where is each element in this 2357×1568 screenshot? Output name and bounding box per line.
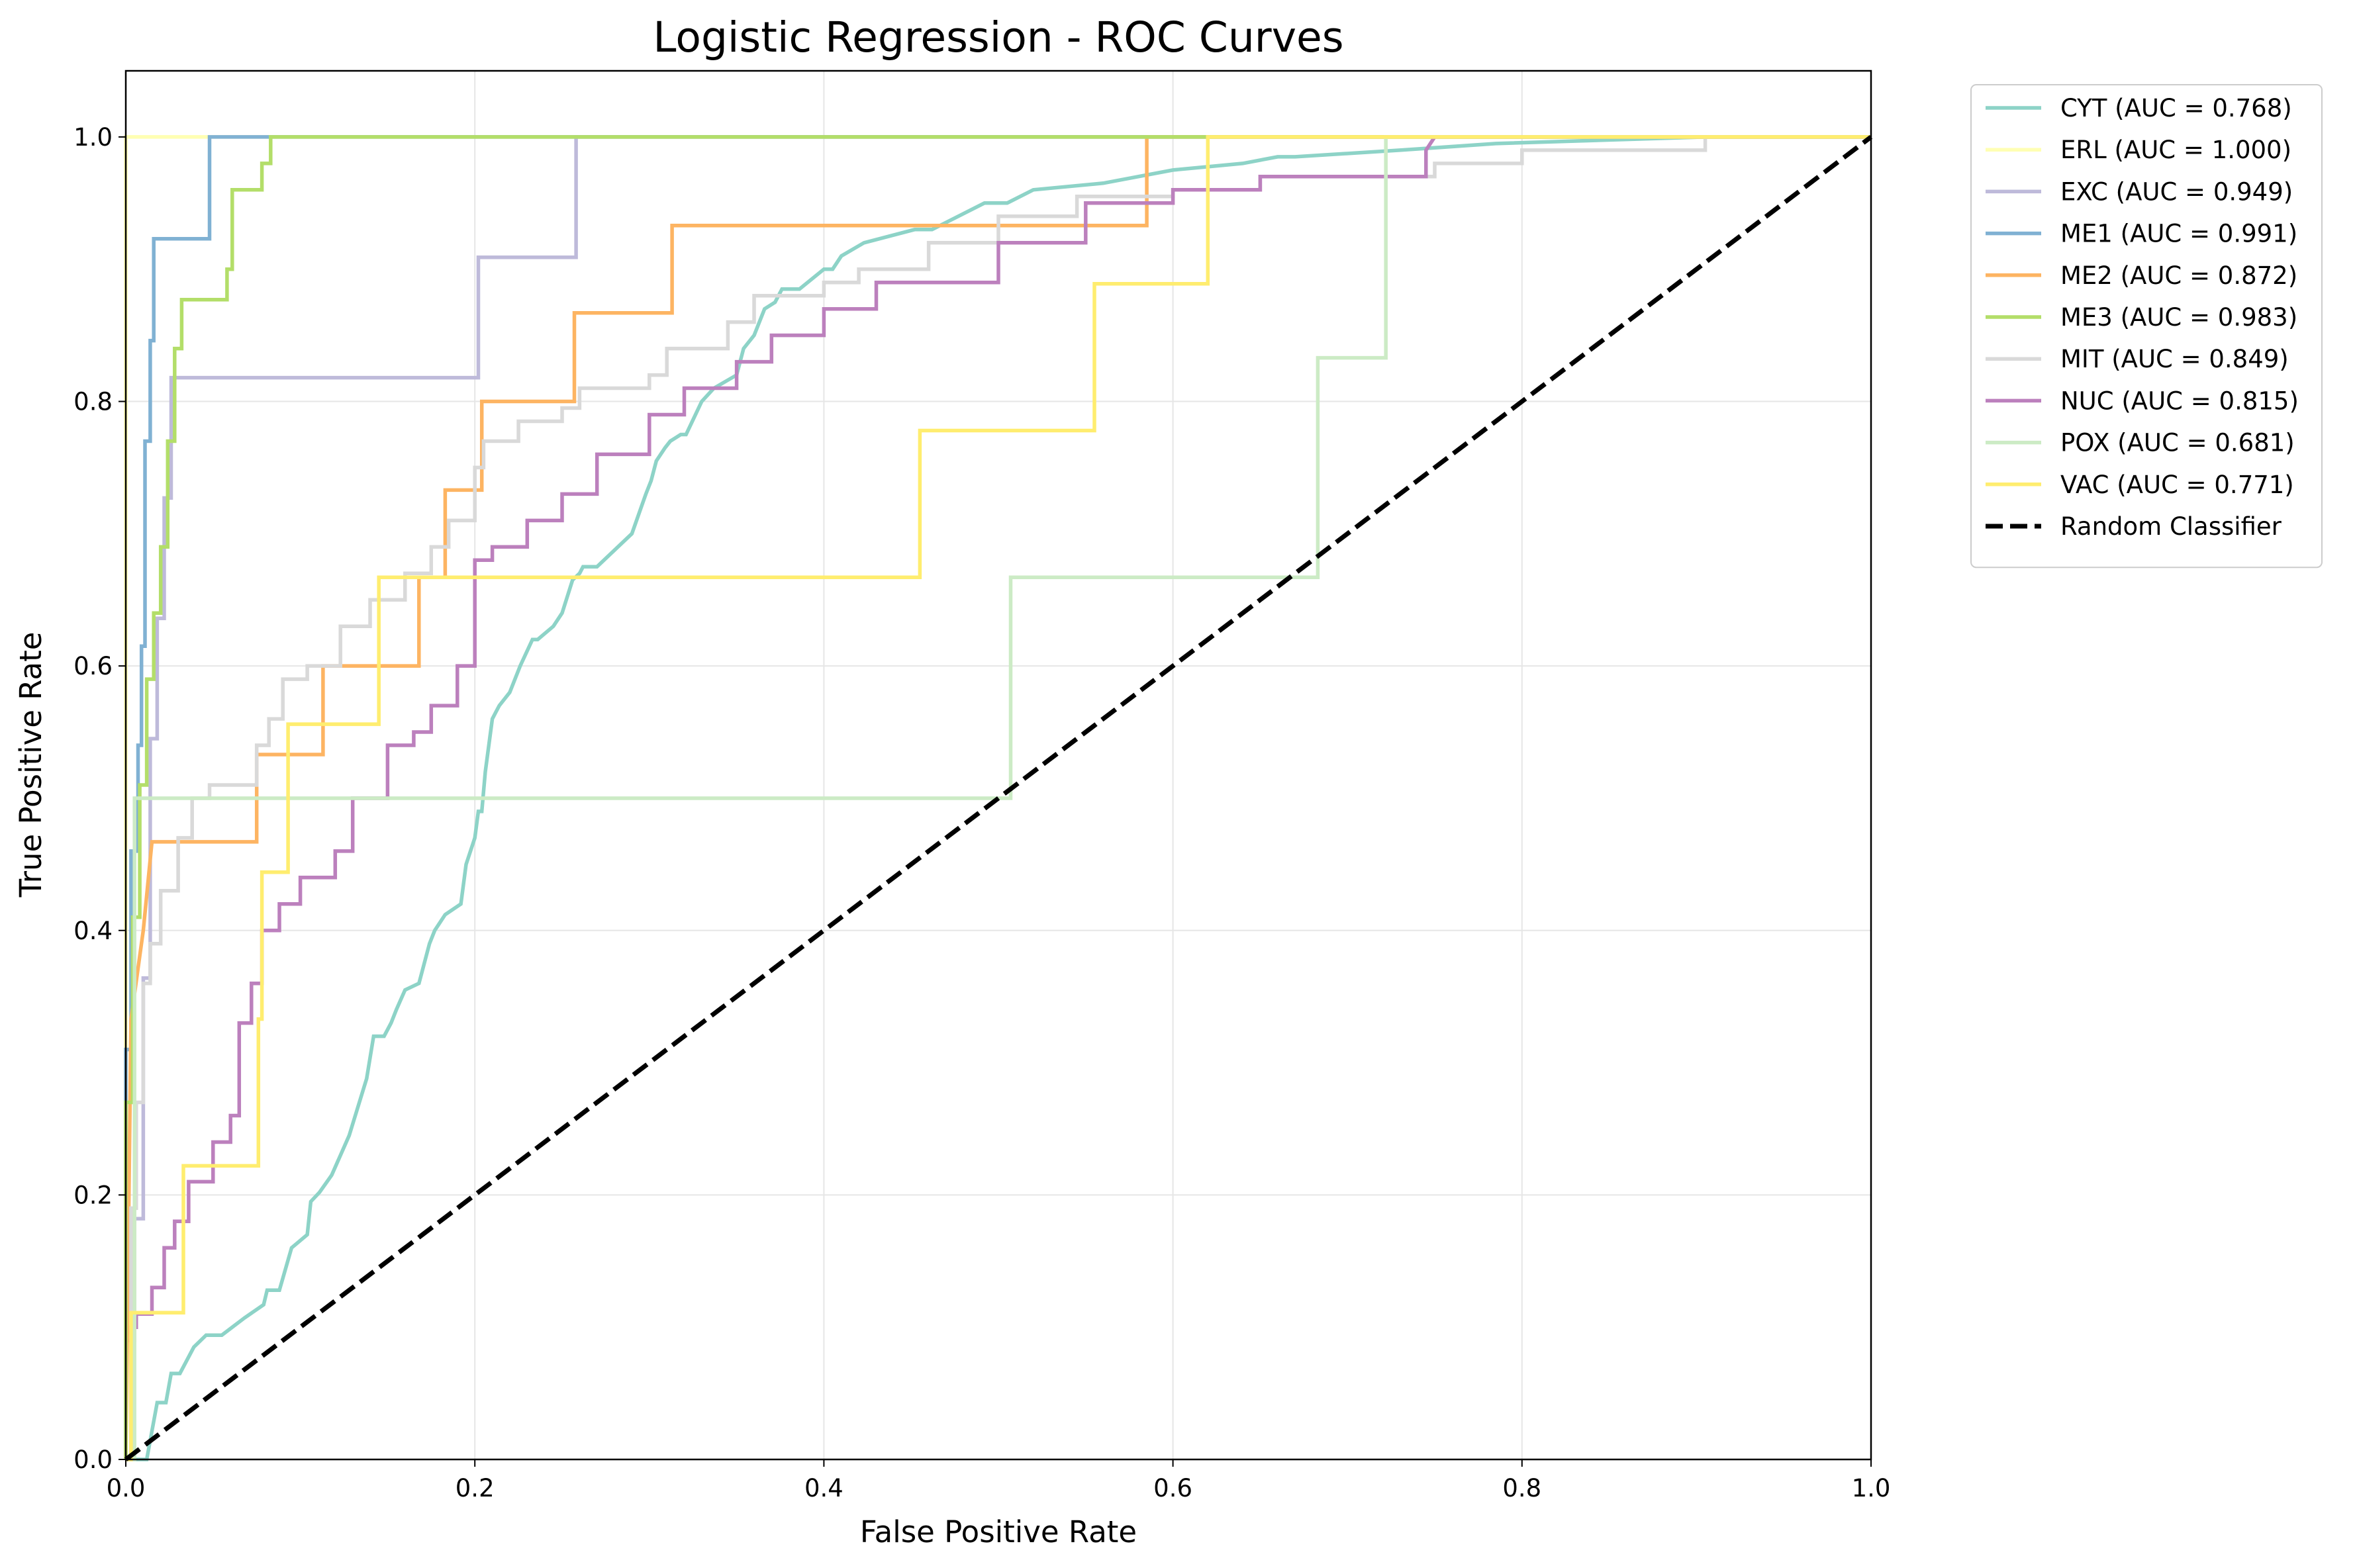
roc-curve-me1 (124, 135, 1871, 1459)
legend-label: MIT (AUC = 0.849) (2060, 345, 2289, 373)
x-axis-label: False Positive Rate (860, 1514, 1137, 1549)
chart-title: Logistic Regression - ROC Curves (653, 13, 1343, 62)
grid (125, 71, 1872, 1460)
roc-curve-cyt (126, 135, 1871, 1461)
legend: CYT (AUC = 0.768) ERL (AUC = 1.000) EXC (A… (1970, 84, 2323, 569)
legend-label: EXC (AUC = 0.949) (2060, 177, 2293, 206)
legend-label: Random Classifier (2060, 512, 2282, 541)
x-tick-label: 0.2 (456, 1474, 495, 1502)
y-tick-label: 0.4 (73, 917, 113, 945)
legend-label: NUC (AUC = 0.815) (2060, 387, 2299, 415)
roc-curve-random (124, 135, 1873, 1461)
legend-label: ME2 (AUC = 0.872) (2060, 261, 2297, 290)
legend-label: ME1 (AUC = 0.991) (2060, 220, 2297, 248)
x-tick-label: 0.6 (1153, 1474, 1192, 1502)
x-tick-label: 0.8 (1502, 1474, 1541, 1502)
roc-curve-pox (126, 135, 1871, 1461)
y-tick-label: 0.6 (73, 652, 113, 680)
roc-curve-vac (126, 135, 1871, 1461)
legend-label: CYT (AUC = 0.768) (2060, 94, 2292, 122)
x-tick-label: 1.0 (1852, 1474, 1891, 1502)
axes: 0.0 0.2 0.4 0.6 0.8 1.0 0.0 0.2 0.4 0.6 0.8 1.0 (73, 69, 1891, 1502)
legend-label: POX (AUC = 0.681) (2060, 429, 2295, 457)
y-tick-label: 0.8 (73, 388, 113, 416)
y-axis-label: True Positive Rate (13, 632, 48, 898)
y-tick-label: 1.0 (73, 123, 113, 152)
legend-label: ERL (AUC = 1.000) (2060, 136, 2291, 164)
roc-curve-nuc (126, 135, 1871, 1461)
x-tick-label: 0.4 (804, 1474, 843, 1502)
legend-label: ME3 (AUC = 0.983) (2060, 303, 2297, 332)
x-tick-label: 0.0 (107, 1474, 146, 1502)
legend-label: VAC (AUC = 0.771) (2060, 471, 2294, 499)
plot-frame (124, 69, 1872, 1461)
roc-curve-me3 (124, 135, 1871, 1459)
roc-curve-mit (126, 135, 1871, 1461)
y-tick-label: 0.2 (73, 1181, 113, 1209)
legend-box (1970, 84, 2323, 569)
y-tick-label: 0.0 (73, 1446, 113, 1474)
